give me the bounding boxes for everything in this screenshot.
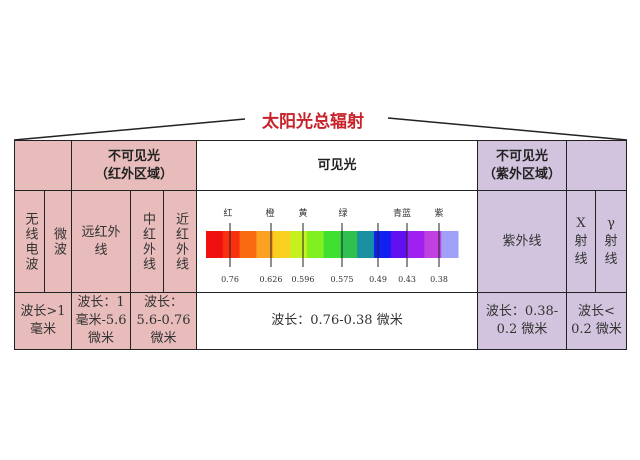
band-far-ir: 远红外线 <box>71 190 131 293</box>
wavelength-radio: 波长>1 毫米 <box>14 292 72 350</box>
spectrum-segment <box>424 231 442 258</box>
band-xray: X射线 <box>566 190 596 293</box>
wavelength-tick-label: 0.626 <box>259 275 283 284</box>
spectrum-segment <box>374 231 392 258</box>
spectrum-segment <box>407 231 425 258</box>
spectrum-segment <box>222 231 241 258</box>
wavelength-far-ir: 波长：1 毫米-5.6 微米 <box>71 292 131 350</box>
color-name-label: 青蓝 <box>392 209 412 219</box>
spectrum-segment <box>273 231 291 258</box>
spectrum-segment <box>390 231 409 258</box>
wavelength-tick-label: 0.575 <box>330 275 354 284</box>
spectrum-segment <box>256 231 274 258</box>
visible-spectrum-cell: 0.76 0.626 0.596 0.575 0.49 0.43 0.38 红 橙 黄 绿 青蓝 紫 <box>196 190 478 293</box>
spectrum-segment <box>340 231 358 258</box>
header-infrared: 不可见光 （红外区域） <box>71 140 197 191</box>
wavelength-tick-label: 0.49 <box>369 275 387 284</box>
spectrum-segment <box>441 231 459 258</box>
band-mid-ir: 中红外线 <box>130 190 164 293</box>
color-name-label: 红 <box>223 209 233 219</box>
band-gamma: γ射线 <box>595 190 627 293</box>
spectrum-bar <box>206 223 459 267</box>
diagram-title: 太阳光总辐射 <box>262 112 364 132</box>
wavelength-tick-label: 0.43 <box>398 275 416 284</box>
band-uv: 紫外线 <box>477 190 567 293</box>
band-microwave: 微波 <box>44 190 72 293</box>
wavelength-xray-gamma: 波长< 0.2 微米 <box>566 292 627 350</box>
wavelength-uv: 波长：0.38- 0.2 微米 <box>477 292 567 350</box>
wavelength-tick-label: 0.596 <box>291 275 315 284</box>
band-radio: 无线电波 <box>14 190 45 293</box>
wavelength-visible: 波长：0.76-0.38 微米 <box>196 292 478 350</box>
spectrum-segment <box>306 231 325 258</box>
wavelength-tick-label: 0.76 <box>221 275 239 284</box>
header-visible: 可见光 <box>196 140 478 191</box>
wavelength-tick-label: 0.38 <box>430 275 448 284</box>
header-empty-left <box>14 140 72 191</box>
spectrum-segment <box>290 231 308 258</box>
header-ultraviolet: 不可见光 （紫外区域） <box>477 140 567 191</box>
color-name-label: 黄 <box>298 209 308 219</box>
spectrum-segment <box>323 231 341 258</box>
spectrum-segment <box>357 231 375 258</box>
header-empty-right <box>566 140 627 191</box>
spectrum-segment <box>206 231 224 258</box>
color-name-label: 紫 <box>434 209 444 219</box>
color-name-label: 绿 <box>338 209 348 219</box>
wavelength-mid-near-ir: 波长： 5.6-0.76 微米 <box>130 292 197 350</box>
color-name-label: 橙 <box>265 209 275 219</box>
band-near-ir: 近红外线 <box>163 190 197 293</box>
spectrum-segment <box>239 231 257 258</box>
